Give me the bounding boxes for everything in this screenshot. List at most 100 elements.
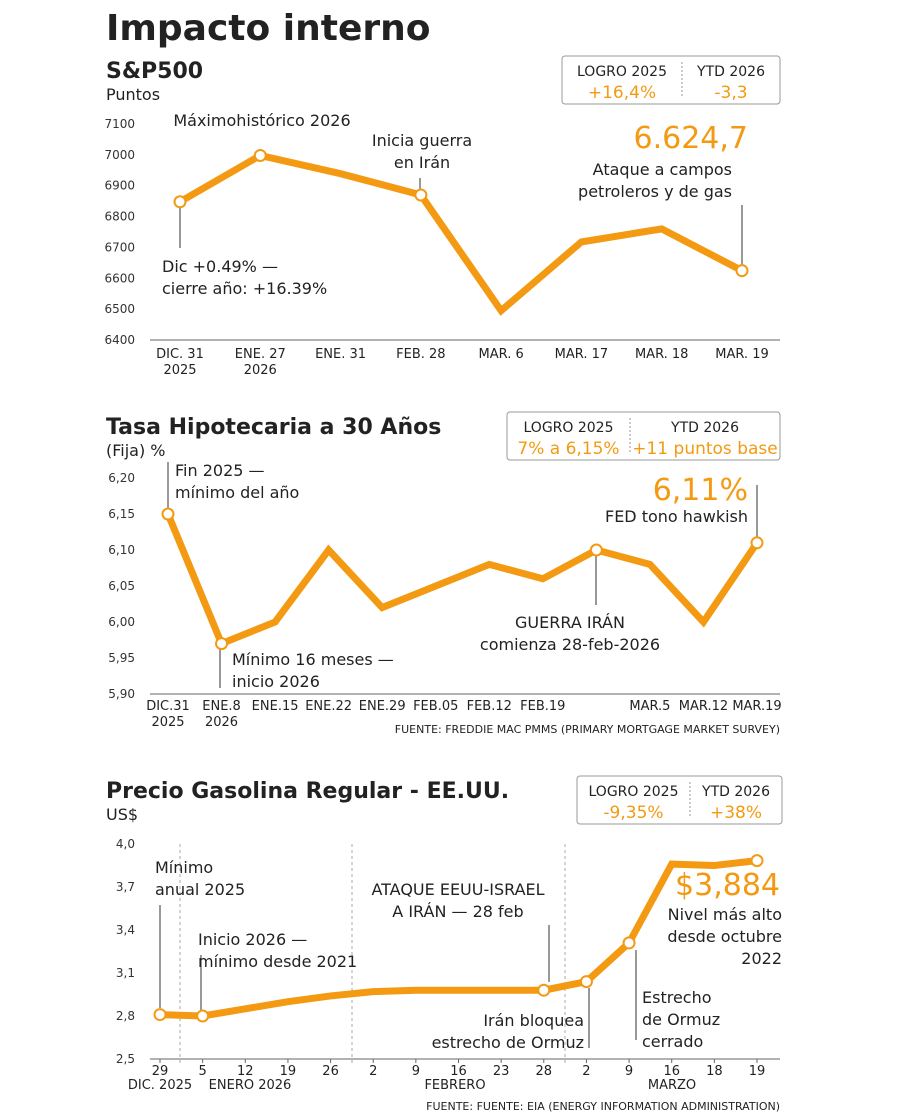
x-tick-label: 12 xyxy=(237,1064,254,1079)
x-tick-label: ENE. 27 2026 xyxy=(235,347,286,378)
x-tick-label: DIC. 31 2025 xyxy=(156,347,204,378)
x-tick-label: 23 xyxy=(493,1064,510,1079)
annotation: Máximohistórico 2026 xyxy=(173,111,350,130)
point-marker xyxy=(589,543,603,557)
y-tick-label: 6700 xyxy=(104,240,135,254)
value-label: 6,11% xyxy=(653,473,748,508)
stat-box xyxy=(561,55,781,105)
x-tick-label: ENE.8 2026 xyxy=(202,699,241,730)
annotation: Mínimo anual 2025 xyxy=(155,858,245,899)
stat-value: +16,4% xyxy=(588,83,656,103)
y-axis-label: US$ xyxy=(106,805,138,824)
x-tick-label: 29 xyxy=(152,1064,169,1079)
x-tick-label: 19 xyxy=(280,1064,297,1079)
data-line xyxy=(159,857,758,1020)
y-tick-label: 6,10 xyxy=(108,543,135,557)
point-marker xyxy=(196,1009,210,1023)
value-label: $3,884 xyxy=(675,868,780,903)
x-tick-label: 2 xyxy=(582,1064,590,1079)
x-tick-label: 2 xyxy=(369,1064,377,1079)
y-tick-label: 6,00 xyxy=(108,615,135,629)
point-marker xyxy=(173,195,187,209)
y-axis-label: Puntos xyxy=(106,85,160,104)
y-tick-label: 3,7 xyxy=(116,880,135,894)
x-tick-label: 5 xyxy=(199,1064,207,1079)
x-tick-label: 28 xyxy=(536,1064,553,1079)
y-tick-label: 5,90 xyxy=(108,687,135,701)
data-line xyxy=(164,512,760,649)
annotation: Fin 2025 — mínimo del año xyxy=(175,461,299,502)
x-tick-label: MAR. 17 xyxy=(555,347,609,362)
x-tick-label: MAR. 18 xyxy=(635,347,689,362)
x-tick-label: ENE. 31 xyxy=(315,347,366,362)
chart-title: Tasa Hipotecaria a 30 Años xyxy=(106,415,441,440)
stat-label: LOGRO 2025 xyxy=(524,420,614,436)
x-tick-label: MAR.19 xyxy=(732,699,781,714)
stat-value: +38% xyxy=(710,803,762,823)
stat-box xyxy=(576,775,783,825)
point-marker xyxy=(579,975,593,989)
annotation: GUERRA IRÁN comienza 28-feb-2026 xyxy=(480,613,660,654)
y-tick-label: 6,20 xyxy=(108,471,135,485)
annotation: Irán bloquea estrecho de Ormuz xyxy=(432,1011,584,1052)
annotation: Nivel más alto desde octubre 2022 xyxy=(667,905,782,968)
y-tick-label: 6,15 xyxy=(108,507,135,521)
x-tick-label: 9 xyxy=(625,1064,633,1079)
point-marker xyxy=(414,188,428,202)
stat-value: -9,35% xyxy=(603,803,663,823)
stat-value: 7% a 6,15% xyxy=(517,439,619,459)
y-tick-label: 4,0 xyxy=(116,837,135,851)
stat-value: -3,3 xyxy=(714,83,747,103)
annotation: Ataque a campos petroleros y de gas xyxy=(578,160,732,201)
annotation: Dic +0.49% — cierre año: +16.39% xyxy=(162,257,327,298)
point-marker xyxy=(161,507,175,521)
x-group-label: FEBRERO xyxy=(424,1078,485,1093)
y-tick-label: 5,95 xyxy=(108,651,135,665)
x-tick-label: FEB.12 xyxy=(467,699,512,714)
page-title: Impacto interno xyxy=(106,8,431,49)
y-tick-label: 7000 xyxy=(104,148,135,162)
value-label: 6.624,7 xyxy=(633,121,748,156)
x-tick-label: MAR.12 xyxy=(679,699,728,714)
y-tick-label: 3,1 xyxy=(116,966,135,980)
stat-label: YTD 2026 xyxy=(696,64,765,80)
x-tick-label: FEB. 28 xyxy=(396,347,445,362)
point-marker xyxy=(622,936,636,950)
source: FUENTE: FREDDIE MAC PMMS (PRIMARY MORTGA… xyxy=(395,723,780,736)
stat-value: +11 puntos base xyxy=(632,439,777,459)
source: FUENTE: FUENTE: EIA (ENERGY INFORMATION … xyxy=(426,1100,780,1113)
y-tick-label: 3,4 xyxy=(116,923,135,937)
y-tick-label: 6400 xyxy=(104,333,135,347)
annotation: ATAQUE EEUU-ISRAEL A IRÁN — 28 feb xyxy=(371,880,544,921)
annotation: Estrecho de Ormuz cerrado xyxy=(642,988,720,1051)
x-tick-label: 9 xyxy=(412,1064,420,1079)
stat-label: YTD 2026 xyxy=(670,420,739,436)
x-tick-label: DIC.31 2025 xyxy=(146,699,190,730)
stat-label: LOGRO 2025 xyxy=(577,64,667,80)
chart-title: S&P500 xyxy=(106,59,203,84)
y-tick-label: 6800 xyxy=(104,210,135,224)
stat-box xyxy=(506,411,781,461)
x-tick-label: 16 xyxy=(663,1064,680,1079)
stat-label: YTD 2026 xyxy=(701,784,770,800)
x-tick-label: MAR. 6 xyxy=(479,347,524,362)
x-tick-label: 16 xyxy=(450,1064,467,1079)
y-tick-label: 7100 xyxy=(104,117,135,131)
x-tick-label: MAR. 19 xyxy=(715,347,769,362)
y-tick-label: 6500 xyxy=(104,302,135,316)
x-tick-label: ENE.22 xyxy=(305,699,352,714)
x-tick-label: ENE.29 xyxy=(359,699,406,714)
x-tick-label: 18 xyxy=(706,1064,723,1079)
x-group-label: ENERO 2026 xyxy=(209,1078,292,1093)
x-tick-label: ENE.15 xyxy=(252,699,299,714)
x-group-label: DIC. 2025 xyxy=(128,1078,192,1093)
data-line xyxy=(178,151,744,316)
point-marker xyxy=(215,637,229,651)
x-tick-label: MAR.5 xyxy=(629,699,670,714)
point-marker xyxy=(735,264,749,278)
y-tick-label: 2,5 xyxy=(116,1052,135,1066)
x-tick-label: 19 xyxy=(749,1064,766,1079)
x-group-label: MARZO xyxy=(648,1078,696,1093)
annotation: Inicio 2026 — mínimo desde 2021 xyxy=(198,930,357,971)
